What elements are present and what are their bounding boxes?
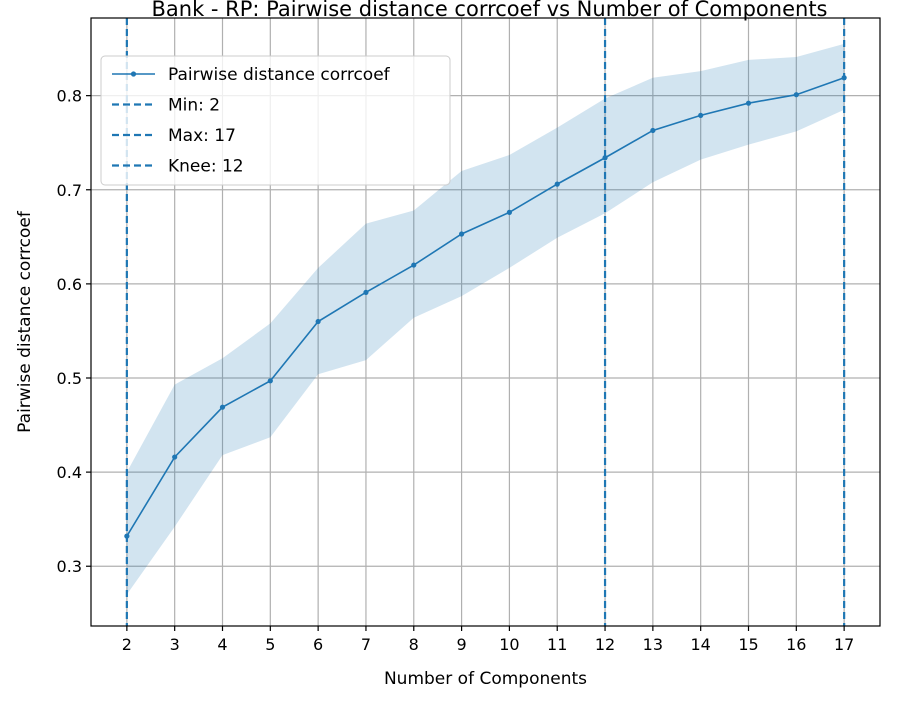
series-line	[126, 77, 845, 537]
legend: Pairwise distance corrcoef Min: 2 Max: 17 K…	[100, 55, 451, 186]
data-point	[411, 262, 417, 268]
y-axis-label: Pairwise distance corrcoef	[15, 210, 35, 433]
legend-label: Pairwise distance corrcoef	[168, 65, 391, 85]
data-point	[315, 318, 321, 325]
plot-frame	[90, 17, 881, 627]
x-tick-label: 11	[547, 635, 567, 654]
y-tick-label: 0.3	[57, 557, 82, 576]
x-tick-label: 16	[786, 635, 806, 654]
x-axis-label: Number of Components	[384, 669, 587, 689]
x-tick-label: 9	[456, 635, 466, 654]
data-point	[745, 100, 752, 106]
data-point	[793, 92, 799, 98]
x-axis: 2 3 4 5 6 7 8 9 10 11 12 13 14 15 16 17	[122, 626, 854, 654]
data-point	[219, 404, 226, 410]
x-tick-label: 6	[313, 635, 323, 654]
y-tick-label: 0.8	[57, 87, 82, 106]
x-tick-label: 7	[361, 635, 371, 654]
x-tick-label: 8	[409, 635, 419, 654]
x-tick-label: 13	[643, 635, 663, 654]
x-tick-label: 15	[738, 635, 758, 654]
data-point	[650, 127, 656, 134]
data-point	[841, 75, 847, 81]
x-tick-label: 14	[691, 635, 711, 654]
legend-marker	[130, 71, 137, 77]
y-axis: 0.3 0.4 0.5 0.6 0.7 0.8	[57, 87, 91, 576]
legend-label: Min: 2	[168, 96, 220, 116]
data-point	[458, 231, 465, 237]
series-layer	[124, 75, 847, 539]
data-point	[267, 378, 273, 384]
y-tick-label: 0.5	[57, 369, 82, 388]
data-point	[124, 533, 130, 539]
x-tick-label: 12	[595, 635, 615, 654]
data-point	[602, 155, 608, 161]
y-tick-label: 0.7	[57, 181, 82, 200]
x-tick-label: 2	[122, 635, 132, 654]
legend-box	[100, 55, 451, 186]
chart-title: Bank - RP: Pairwise distance corrcoef vs…	[151, 0, 827, 21]
data-point	[172, 454, 178, 460]
x-tick-label: 4	[217, 635, 227, 654]
y-tick-label: 0.6	[57, 275, 82, 294]
x-tick-label: 10	[499, 635, 519, 654]
data-point	[363, 289, 369, 295]
y-tick-label: 0.4	[57, 463, 82, 482]
data-point	[698, 112, 704, 119]
x-tick-label: 17	[834, 635, 854, 654]
legend-label: Max: 17	[168, 126, 236, 146]
data-point	[554, 181, 560, 187]
legend-label: Knee: 12	[168, 157, 244, 177]
x-tick-label: 5	[265, 635, 275, 654]
data-point	[506, 209, 513, 215]
x-tick-label: 3	[170, 635, 180, 654]
